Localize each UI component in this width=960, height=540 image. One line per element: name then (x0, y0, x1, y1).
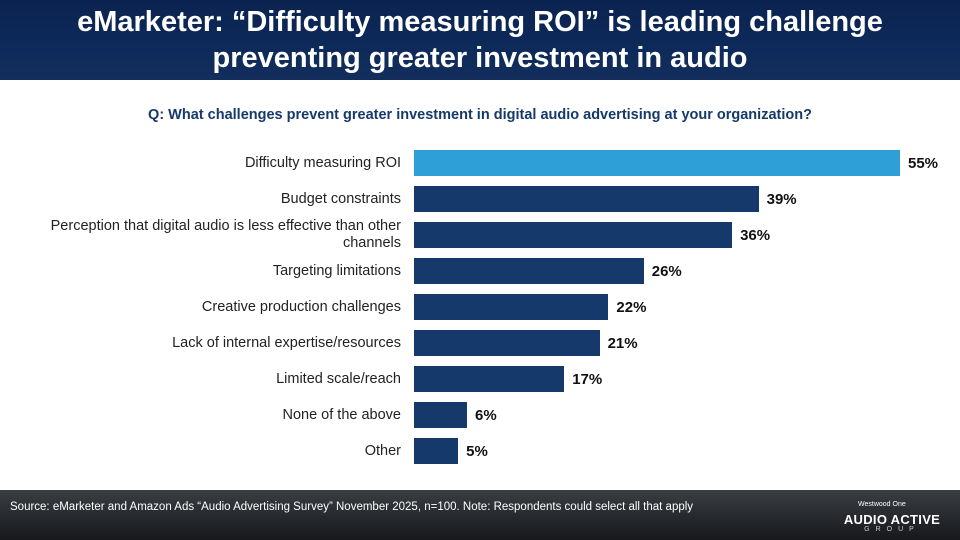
logo-tagline: GROUP (864, 526, 920, 533)
bar (414, 366, 565, 392)
logo-name: AUDIO ACTIVE (843, 512, 941, 527)
value-label: 39% (766, 191, 797, 208)
value-label: 21% (607, 335, 638, 352)
bar (414, 402, 468, 428)
bar (414, 222, 733, 248)
value-label: 36% (740, 227, 771, 244)
bar (414, 330, 600, 356)
category-label: Budget constraints (280, 190, 401, 207)
value-label: 55% (908, 155, 939, 172)
category-label: Targeting limitations (272, 262, 401, 279)
category-label: Difficulty measuring ROI (244, 154, 401, 171)
bar (414, 186, 759, 212)
category-label: Limited scale/reach (276, 370, 401, 387)
bar (414, 294, 609, 320)
chart-subtitle: Q: What challenges prevent greater inves… (148, 107, 812, 123)
category-label: Other (364, 442, 401, 459)
value-label: 22% (616, 299, 647, 316)
chart-title: eMarketer: “Difficulty measuring ROI” is… (77, 6, 883, 74)
category-label: Perception that digital audio is less ef… (50, 218, 401, 251)
category-label: Lack of internal expertise/resources (172, 334, 401, 351)
value-label: 17% (572, 371, 603, 388)
bar (414, 258, 644, 284)
logo-partner: Westwood One (858, 501, 906, 508)
bar (414, 438, 459, 464)
category-label: Creative production challenges (201, 298, 401, 315)
source-note: Source: eMarketer and Amazon Ads “Audio … (10, 501, 694, 513)
value-label: 6% (475, 407, 497, 424)
header-band (0, 0, 960, 80)
category-label: None of the above (282, 406, 401, 423)
value-label: 5% (466, 443, 488, 460)
bar (414, 150, 900, 176)
footer-band (0, 490, 960, 540)
value-label: 26% (651, 263, 682, 280)
